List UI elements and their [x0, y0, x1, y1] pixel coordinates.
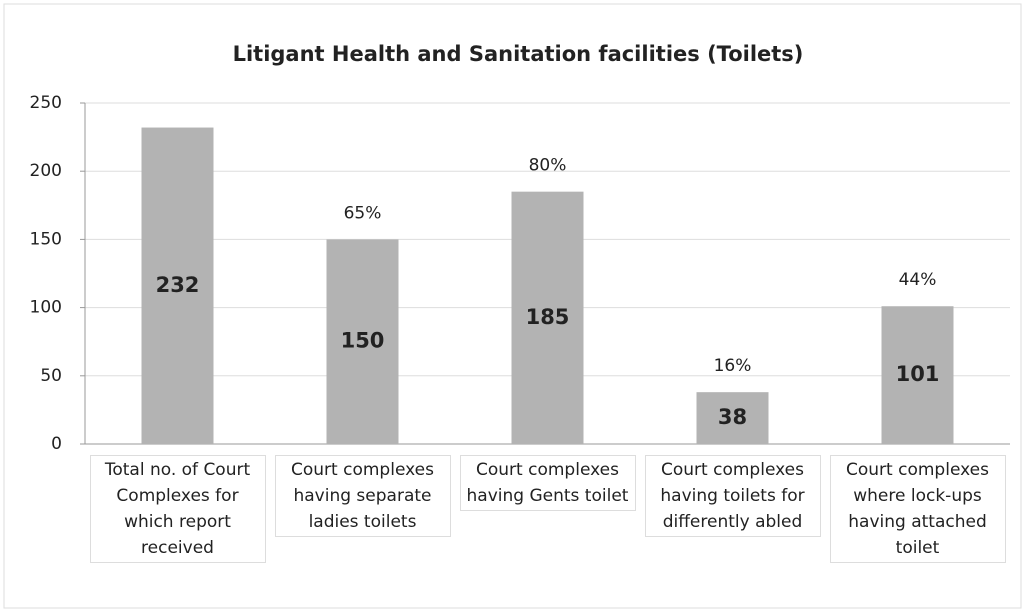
x-tick-label: Court complexes where lock-ups having at… — [829, 455, 1006, 563]
y-tick-label: 200 — [30, 161, 62, 181]
percent-label: 44% — [899, 270, 937, 290]
value-label: 101 — [896, 362, 940, 386]
y-tick-label: 250 — [30, 93, 62, 113]
value-label: 232 — [156, 273, 200, 297]
y-tick-label: 50 — [40, 366, 62, 386]
percent-label: 65% — [344, 203, 382, 223]
x-tick-label: Court complexes having separate ladies t… — [274, 455, 451, 537]
x-tick-label: Court complexes having Gents toilet — [459, 455, 636, 511]
percent-label: 16% — [714, 356, 752, 376]
chart-frame — [3, 3, 1022, 609]
bar — [881, 306, 954, 444]
bar — [326, 239, 399, 444]
bar — [141, 127, 214, 444]
x-tick-label: Court complexes having toilets for diffe… — [644, 455, 821, 537]
value-label: 185 — [526, 305, 570, 329]
percent-label: 80% — [529, 156, 567, 176]
y-tick-label: 150 — [30, 229, 62, 249]
y-tick-label: 0 — [51, 434, 62, 454]
value-label: 150 — [341, 329, 385, 353]
chart-title: Litigant Health and Sanitation facilitie… — [233, 42, 804, 66]
bar — [511, 191, 584, 444]
y-tick-label: 100 — [30, 298, 62, 318]
bar — [696, 392, 769, 444]
x-tick-label: Total no. of Court Complexes for which r… — [89, 455, 266, 563]
value-label: 38 — [718, 405, 747, 429]
